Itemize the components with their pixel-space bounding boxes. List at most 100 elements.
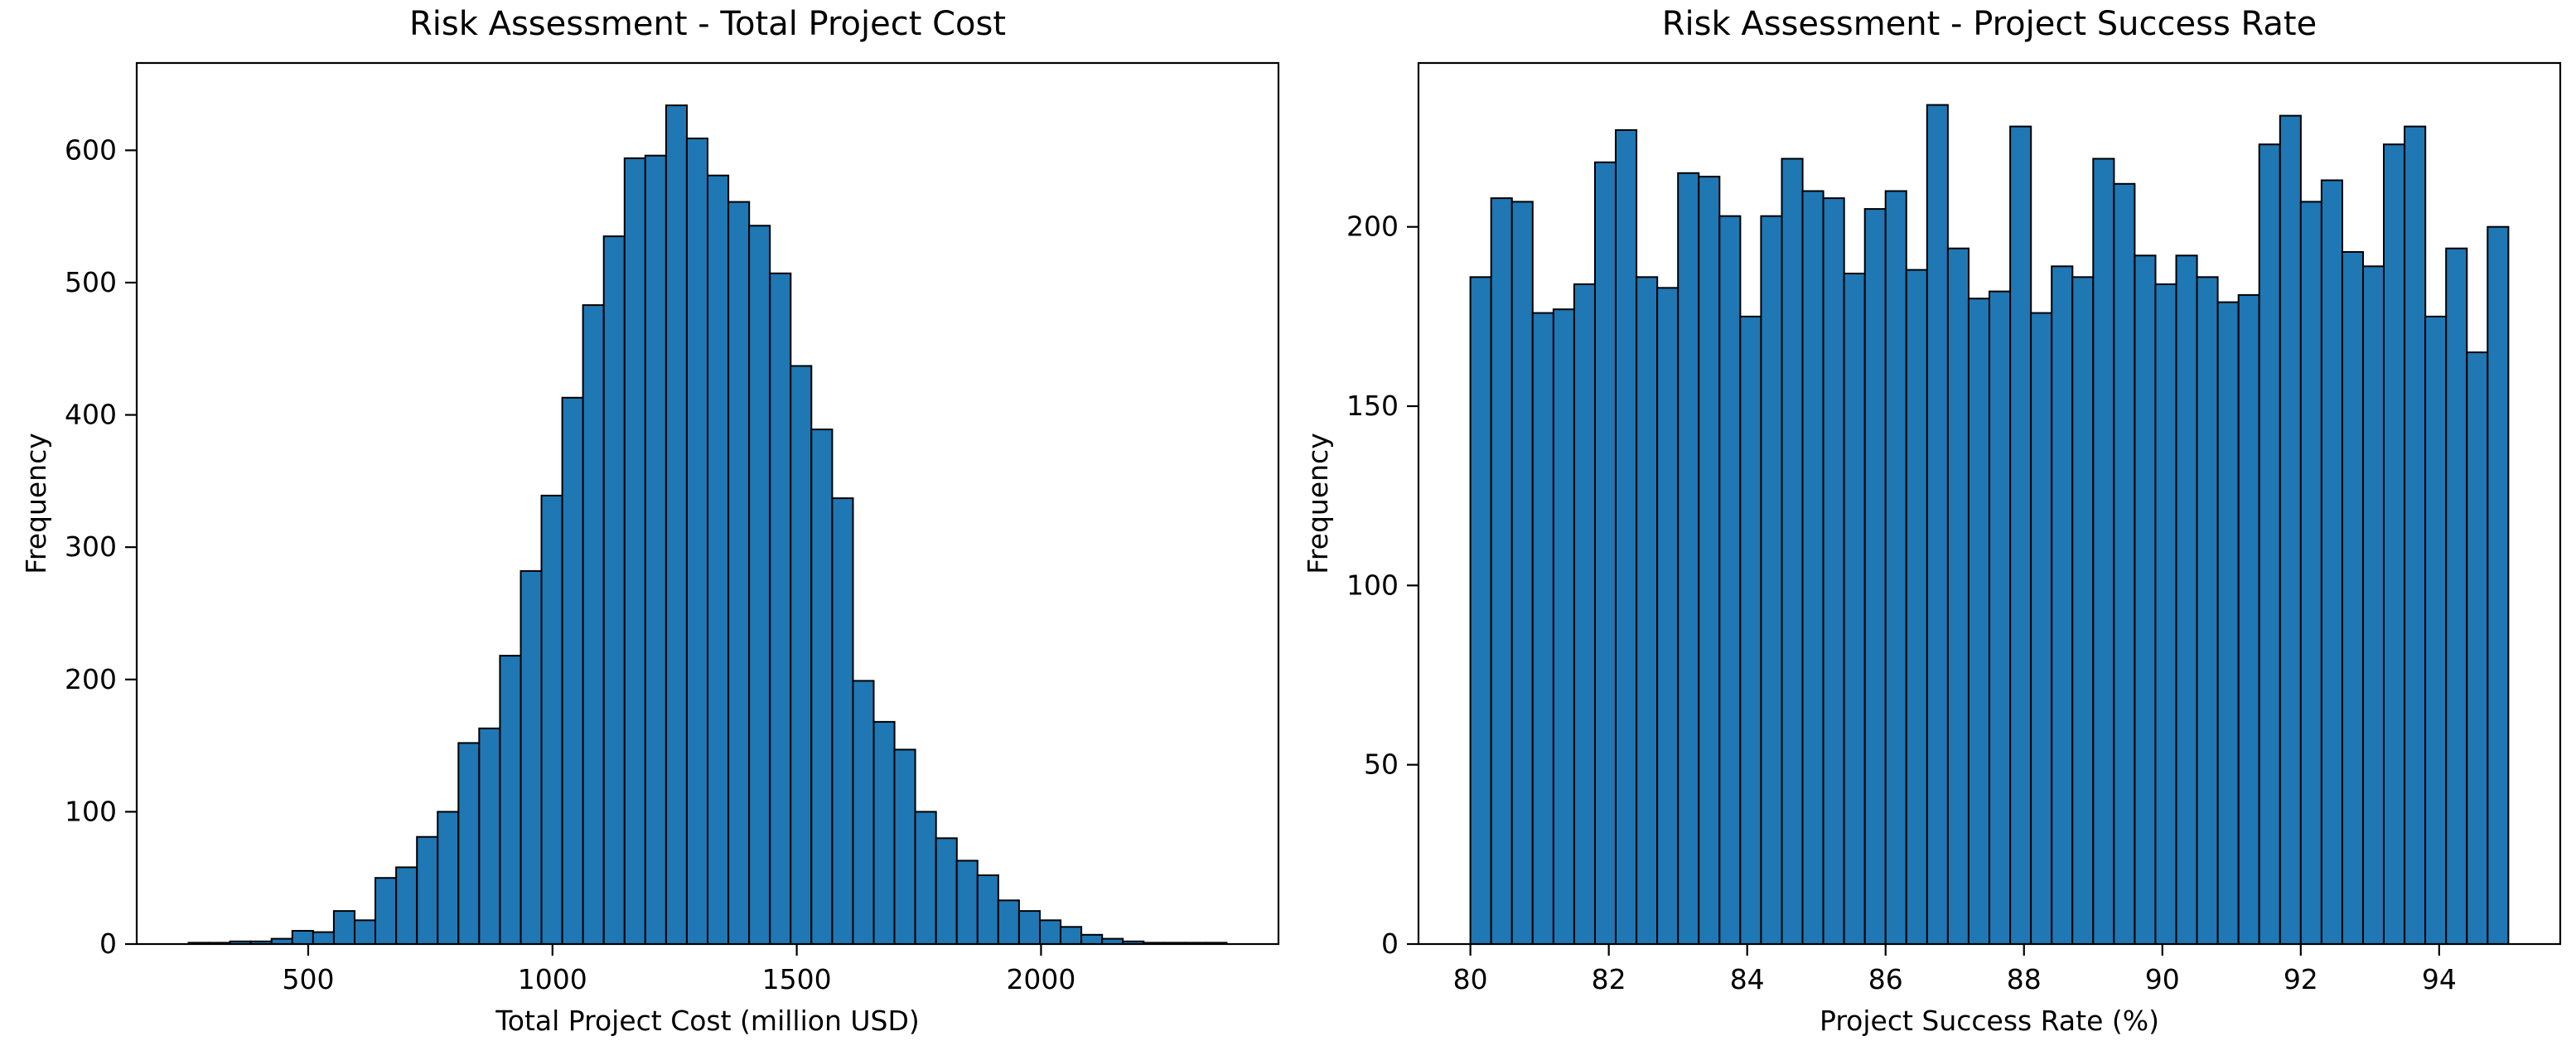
- histogram-bar: [1552, 308, 1576, 945]
- histogram-bar: [1718, 215, 1742, 945]
- histogram-bar: [1822, 197, 1845, 946]
- histogram-bar: [893, 748, 916, 946]
- histogram-bar: [1677, 172, 1700, 946]
- histogram-bar: [2175, 254, 2198, 945]
- histogram-bar: [540, 494, 563, 945]
- histogram-bar: [499, 655, 522, 945]
- histogram-bar: [2196, 276, 2219, 945]
- y-axis: 0 100 200 300 400 500 600: [65, 133, 137, 960]
- y-tick-label: 100: [1346, 569, 1399, 601]
- histogram-bar: [1739, 315, 1762, 945]
- histogram-bar: [2051, 265, 2074, 945]
- x-axis: 500 1000 1500 2000: [282, 944, 1075, 995]
- histogram-bar: [2299, 201, 2322, 945]
- histogram-bar: [312, 931, 335, 945]
- histogram-bar: [1490, 197, 1513, 946]
- histogram-bar: [665, 104, 689, 946]
- histogram-bar: [2487, 225, 2510, 945]
- histogram-bar: [748, 225, 771, 945]
- x-tick-label: 2000: [1006, 963, 1075, 995]
- left-chart-title: Risk Assessment - Total Project Cost: [408, 5, 1007, 43]
- axes-spines: [1417, 61, 2562, 946]
- success-rate-histogram-chart: 80 82 84 86 88 90 92 94 0 50 100 150 200 Frequency: [1302, 61, 2562, 995]
- histogram-bar: [1801, 190, 1824, 945]
- histogram-bar: [1926, 104, 1949, 946]
- histogram-bar: [2362, 265, 2385, 945]
- histogram-bar: [769, 272, 792, 945]
- y-tick-label: 50: [1364, 748, 1399, 781]
- histogram-bar: [2071, 276, 2095, 945]
- left-chart-xlabel: Total Project Cost (million USD): [495, 1005, 920, 1037]
- histogram-bar: [1843, 273, 1866, 945]
- right-chart-ylabel: Frequency: [1302, 433, 1334, 574]
- x-tick-label: 92: [2284, 963, 2318, 995]
- histogram-bar: [1760, 215, 1783, 945]
- histogram-bar: [1905, 269, 1928, 946]
- histogram-bar: [2030, 312, 2053, 946]
- x-tick-label: 84: [1730, 963, 1765, 995]
- histogram-bar: [437, 811, 460, 946]
- histogram-bar: [2404, 125, 2427, 946]
- histogram-bar: [602, 235, 626, 946]
- histogram-bar: [2092, 157, 2115, 945]
- histogram-bar: [2424, 315, 2448, 945]
- y-tick-label: 500: [65, 266, 117, 298]
- histogram-bar: [810, 429, 834, 945]
- histogram-bar: [2445, 247, 2468, 945]
- histogram-bar: [685, 138, 709, 945]
- left-chart-ylabel: Frequency: [20, 433, 52, 574]
- right-chart-xlabel: Project Success Rate (%): [1820, 1005, 2159, 1037]
- histogram-bar: [1656, 287, 1679, 945]
- histogram-bar: [1989, 290, 2012, 946]
- histogram-bar: [1636, 276, 1659, 945]
- histogram-bar: [2216, 301, 2240, 946]
- histogram-bar: [644, 154, 667, 945]
- histogram-bar: [354, 919, 377, 946]
- histogram-bar: [2113, 182, 2136, 946]
- histogram-bar: [416, 835, 439, 946]
- histogram-bar: [2320, 179, 2343, 945]
- x-tick-label: 1500: [762, 963, 832, 995]
- histogram-bar: [1884, 190, 1907, 945]
- x-tick-label: 82: [1592, 963, 1626, 995]
- histogram-bar: [1531, 312, 1554, 946]
- histogram-bar: [1698, 176, 1721, 946]
- histogram-bar: [1863, 208, 1887, 946]
- histogram-bar: [1039, 919, 1062, 946]
- histogram-bar: [997, 899, 1020, 946]
- histogram-bar: [790, 365, 813, 945]
- histogram-bar: [935, 837, 958, 945]
- histogram-bar: [852, 680, 875, 946]
- x-tick-label: 86: [1868, 963, 1903, 995]
- y-tick-label: 300: [65, 530, 117, 563]
- y-tick-label: 100: [65, 795, 117, 827]
- histogram-bar: [1017, 910, 1042, 945]
- histogram-bar: [2134, 254, 2157, 945]
- y-tick-label: 150: [1346, 390, 1399, 422]
- histogram-bar: [291, 930, 314, 945]
- cost-histogram-chart: 500 1000 1500 2000 0 100 200 300 400 500 600 Freque…: [20, 61, 1280, 995]
- y-axis: 0 50 100 150 200: [1346, 211, 1418, 960]
- histogram-bar: [478, 727, 501, 945]
- histogram-bar: [623, 157, 646, 945]
- histogram-bar: [955, 860, 979, 946]
- histogram-bar: [727, 201, 751, 946]
- histogram-bar: [2466, 351, 2489, 946]
- histogram-bar: [582, 304, 605, 946]
- histogram-bars: [187, 104, 1228, 946]
- x-tick-label: 500: [282, 963, 334, 995]
- x-tick-label: 88: [2007, 963, 2042, 995]
- histogram-bar: [2154, 283, 2177, 945]
- y-tick-label: 200: [65, 663, 117, 695]
- histogram-bar: [1510, 201, 1534, 945]
- histogram-bar: [2237, 293, 2260, 945]
- histogram-bar: [2279, 114, 2302, 946]
- y-tick-label: 0: [99, 927, 117, 960]
- histogram-bar: [914, 811, 937, 946]
- histogram-bar: [1781, 157, 1804, 945]
- histogram-bar: [2258, 143, 2281, 945]
- histogram-bar: [1080, 933, 1104, 946]
- histogram-bar: [1594, 161, 1617, 946]
